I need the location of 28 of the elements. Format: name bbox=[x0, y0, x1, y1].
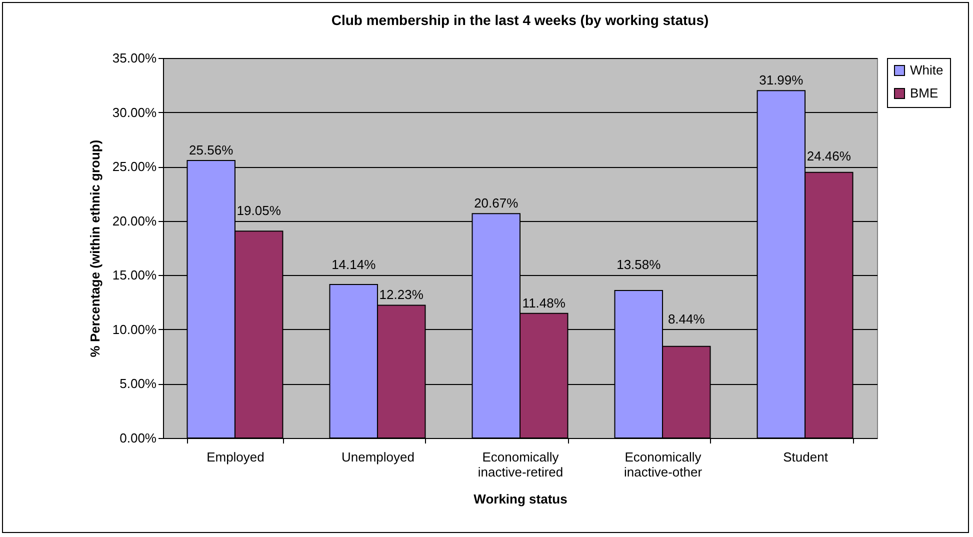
x-tick-label: Employed bbox=[206, 450, 264, 464]
x-tick-label: Economically inactive-other bbox=[624, 450, 703, 480]
x-axis-title: Working status bbox=[474, 492, 568, 506]
data-label: 25.56% bbox=[189, 142, 234, 158]
legend-label: White bbox=[910, 62, 944, 78]
y-tick-label: 30.00% bbox=[112, 104, 157, 120]
data-label: 20.67% bbox=[474, 196, 519, 211]
data-label: 19.05% bbox=[236, 202, 282, 218]
y-tick-label: 0.00% bbox=[120, 430, 157, 446]
y-axis-title: % Percentage (within ethnic group) bbox=[87, 140, 102, 358]
data-label: 14.14% bbox=[332, 257, 376, 272]
x-tick-label: Student bbox=[783, 450, 828, 464]
x-tick-label: Unemployed bbox=[341, 450, 414, 464]
data-label: 24.46% bbox=[806, 148, 852, 164]
y-tick-label: 5.00% bbox=[120, 376, 157, 392]
chart-title: Club membership in the last 4 weeks (by working status) bbox=[331, 12, 709, 28]
data-label: 11.48% bbox=[522, 295, 566, 310]
legend-label: BME bbox=[910, 86, 938, 100]
x-tick-label: Economically inactive-retired bbox=[478, 450, 564, 480]
data-label: 12.23% bbox=[379, 287, 424, 302]
y-tick-label: 20.00% bbox=[112, 213, 157, 228]
y-tick-label: 35.00% bbox=[112, 50, 157, 66]
data-label: 8.44% bbox=[668, 311, 706, 326]
data-label: 13.58% bbox=[616, 257, 662, 272]
data-label: 31.99% bbox=[759, 72, 804, 88]
y-tick-label: 10.00% bbox=[112, 322, 157, 337]
y-tick-label: 15.00% bbox=[112, 268, 157, 283]
y-tick-label: 25.00% bbox=[112, 159, 157, 174]
